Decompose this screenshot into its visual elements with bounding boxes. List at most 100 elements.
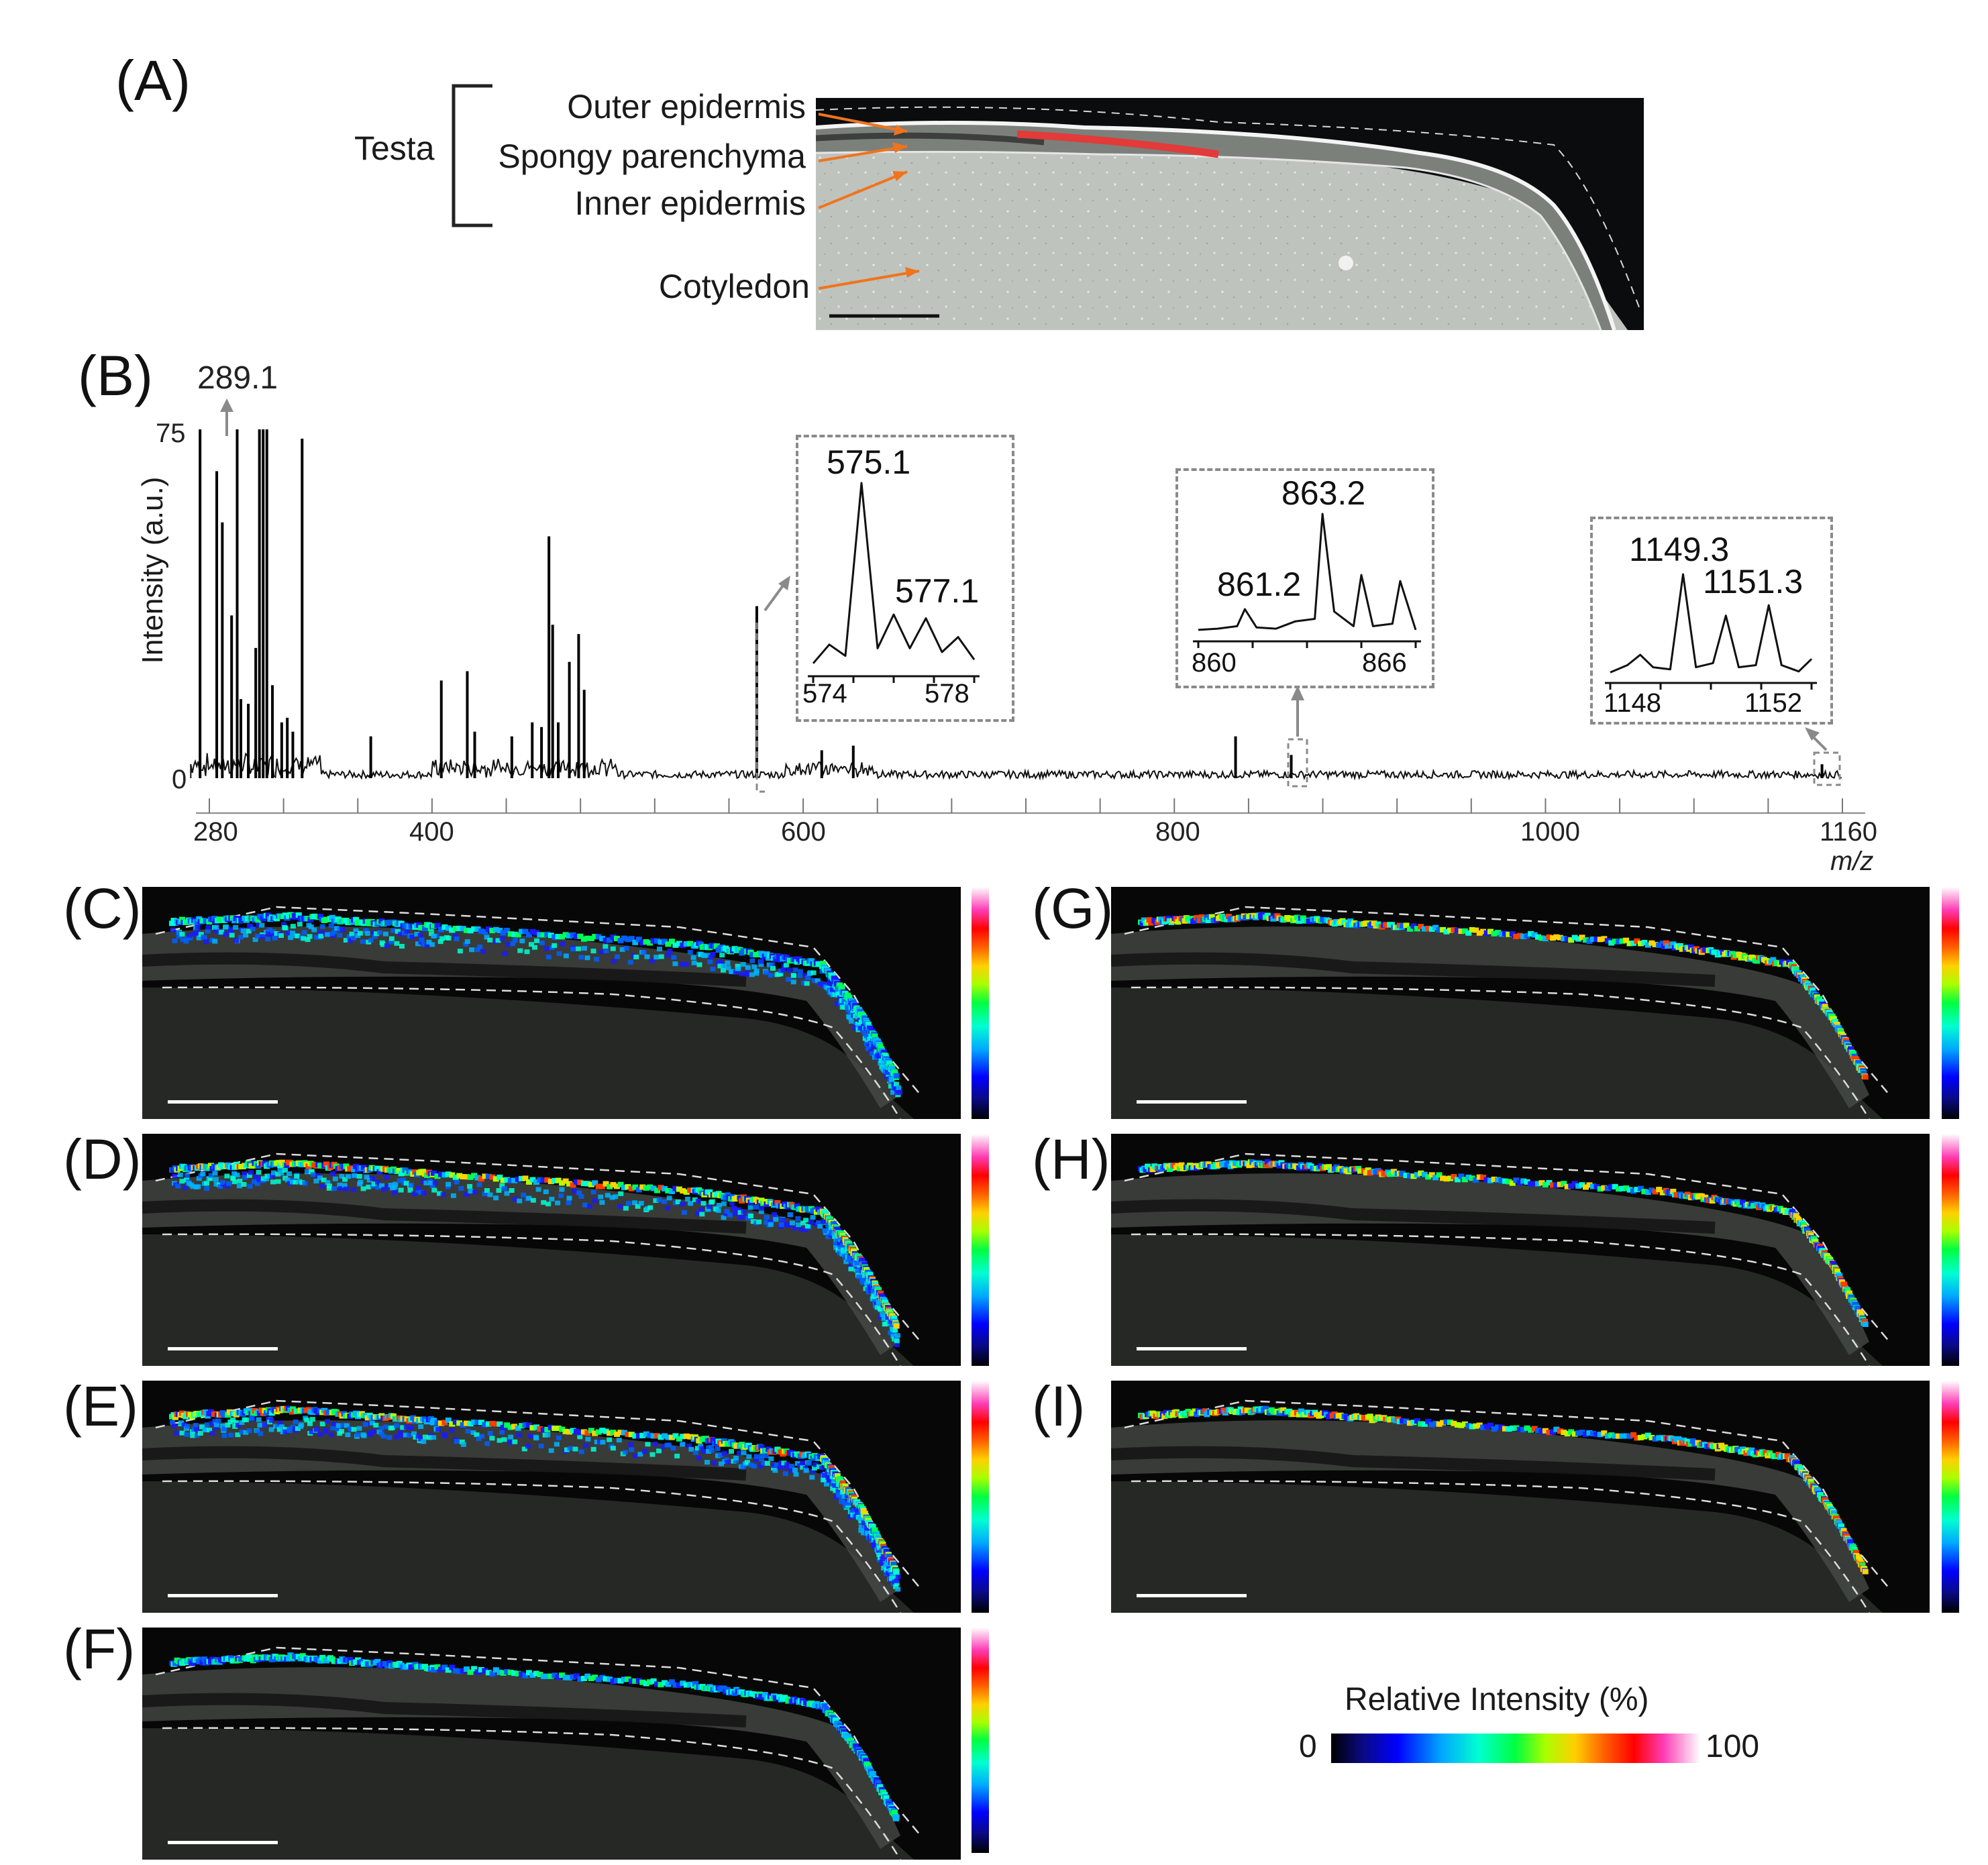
ion-pixel bbox=[867, 1272, 874, 1278]
panel-label-g: (G) bbox=[1032, 877, 1114, 940]
ion-pixel bbox=[716, 1203, 722, 1208]
ion-pixel bbox=[203, 1409, 209, 1415]
ion-pixel bbox=[482, 1173, 488, 1179]
ion-pixel bbox=[888, 1576, 894, 1581]
ion-pixel bbox=[1630, 940, 1636, 946]
ion-pixel bbox=[880, 1312, 886, 1317]
ion-pixel bbox=[1473, 927, 1479, 933]
x-tick-800: 800 bbox=[1155, 817, 1200, 847]
ion-pixel bbox=[639, 940, 646, 946]
ion-pixel bbox=[863, 1758, 870, 1764]
ion-pixel bbox=[480, 949, 486, 954]
ion-pixel bbox=[573, 1673, 580, 1679]
ion-pixel bbox=[619, 947, 625, 952]
ion-pixel bbox=[175, 1183, 181, 1189]
ion-pixel bbox=[170, 927, 176, 933]
inset-863-tick-right: 866 bbox=[1362, 648, 1407, 678]
ion-pixel bbox=[253, 1175, 259, 1180]
ion-pixel bbox=[411, 1431, 417, 1436]
ion-pixel bbox=[441, 1420, 448, 1426]
ion-pixel bbox=[1687, 944, 1694, 950]
ion-pixel bbox=[746, 1454, 752, 1459]
ion-pixel bbox=[1520, 933, 1527, 939]
ion-pixel bbox=[389, 1425, 395, 1430]
ion-pixel bbox=[169, 920, 175, 926]
ion-pixel bbox=[205, 928, 211, 934]
ion-pixel bbox=[282, 925, 289, 930]
ion-pixel bbox=[335, 1427, 341, 1432]
ion-pixel bbox=[1641, 940, 1648, 945]
ion-pixel bbox=[211, 916, 217, 922]
ion-pixel bbox=[632, 1433, 639, 1439]
ion-pixel bbox=[588, 935, 594, 941]
ion-pixel bbox=[533, 930, 539, 936]
ion-pixel bbox=[342, 1177, 348, 1182]
ion-pixel bbox=[621, 1676, 627, 1683]
ion-pixel bbox=[808, 1220, 815, 1225]
ion-pixel bbox=[456, 925, 463, 931]
ion-pixel bbox=[662, 1199, 668, 1204]
ion-pixel bbox=[1568, 1183, 1575, 1189]
ion-pixel bbox=[1528, 930, 1534, 937]
ion-pixel bbox=[484, 1188, 490, 1193]
ion-pixel bbox=[394, 1434, 399, 1440]
ion-pixel bbox=[321, 1177, 327, 1183]
ion-pixel bbox=[1400, 923, 1406, 929]
ion-pixel bbox=[595, 1429, 602, 1435]
ion-pixel bbox=[1296, 1411, 1302, 1418]
ion-pixel bbox=[609, 1195, 615, 1200]
ion-pixel bbox=[1158, 916, 1165, 922]
ion-pixel bbox=[1403, 1418, 1410, 1424]
ion-pixel bbox=[196, 1176, 202, 1181]
ion-pixel bbox=[1194, 1411, 1200, 1418]
ion-pixel bbox=[861, 1530, 866, 1536]
ion-pixel bbox=[792, 1226, 798, 1231]
ion-pixel bbox=[594, 957, 600, 962]
parenchyma-gap bbox=[142, 952, 747, 987]
ion-pixel bbox=[335, 1423, 342, 1428]
ion-pixel bbox=[507, 1177, 514, 1183]
ion-pixel bbox=[467, 1669, 474, 1675]
ion-pixel bbox=[423, 1180, 429, 1185]
ion-pixel bbox=[530, 1197, 536, 1203]
ion-pixel bbox=[668, 1189, 675, 1194]
ion-pixel bbox=[439, 936, 445, 941]
ion-pixel bbox=[456, 1173, 463, 1179]
ion-pixel bbox=[485, 1670, 492, 1676]
ion-pixel bbox=[345, 1432, 351, 1438]
ion-pixel bbox=[179, 1179, 185, 1184]
ion-pixel bbox=[464, 1191, 470, 1197]
legend-max-label: 100 bbox=[1706, 1729, 1760, 1764]
ion-pixel bbox=[687, 1434, 694, 1440]
ion-pixel bbox=[872, 1527, 878, 1533]
ion-pixel bbox=[641, 950, 647, 955]
ion-pixel bbox=[649, 958, 656, 963]
ion-pixel bbox=[577, 1179, 584, 1185]
ion-pixel bbox=[610, 946, 616, 951]
ion-pixel bbox=[266, 927, 272, 933]
ion-pixel bbox=[617, 1430, 624, 1436]
seed-micrograph bbox=[816, 98, 1644, 330]
ion-pixel bbox=[1652, 1189, 1659, 1195]
ion-pixel bbox=[573, 1428, 580, 1434]
ion-pixel bbox=[437, 1420, 444, 1426]
ion-pixel bbox=[437, 1666, 444, 1672]
ion-pixel bbox=[803, 1218, 809, 1223]
ion-pixel bbox=[512, 1196, 518, 1202]
ion-pixel bbox=[885, 1315, 891, 1320]
ion-pixel bbox=[588, 1428, 594, 1434]
ion-pixel bbox=[770, 966, 776, 971]
ion-pixel bbox=[248, 1654, 255, 1660]
ion-pixel bbox=[570, 1428, 576, 1434]
ion-pixel bbox=[1469, 1424, 1475, 1430]
ion-pixel bbox=[337, 933, 343, 938]
ion-pixel bbox=[1205, 918, 1212, 923]
ion-pixel bbox=[371, 1181, 377, 1187]
ion-pixel bbox=[823, 981, 829, 987]
ion-pixel bbox=[352, 1173, 358, 1178]
ion-pixel bbox=[199, 1660, 206, 1666]
ion-pixel bbox=[725, 960, 731, 965]
ion-pixel bbox=[407, 1187, 413, 1193]
ion-pixel bbox=[1406, 926, 1413, 932]
ion-pixel bbox=[1608, 940, 1615, 946]
